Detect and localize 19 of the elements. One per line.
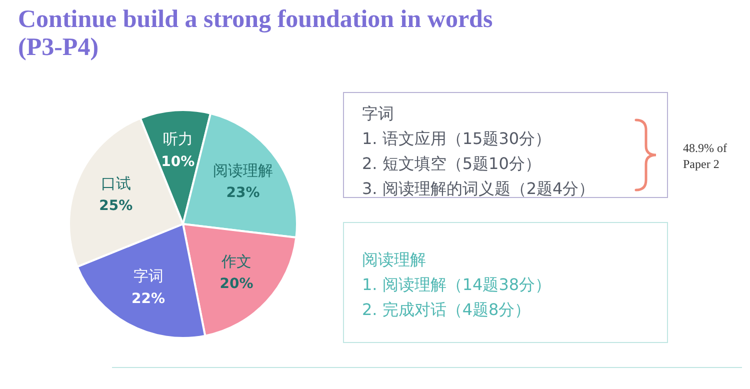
data-label: 20%: [220, 276, 254, 292]
text: 48.9% of Paper 2: [683, 140, 728, 172]
text: 2. 短文填空（5题10分）: [362, 153, 542, 175]
text: 1. 阅读理解（14题38分）: [362, 274, 552, 296]
data-label: 22%: [132, 290, 166, 307]
slice-label: 听力: [162, 130, 193, 148]
slice-label: 口试: [100, 174, 131, 192]
data-label: 10%: [161, 154, 195, 170]
slice-label: 作文: [220, 252, 252, 270]
text: 阅读理解: [362, 249, 427, 271]
text: 2. 完成对话（4题8分）: [362, 299, 532, 321]
chart-title: Continue build a strong foundation in words (P3-P4): [18, 6, 494, 62]
data-label: 23%: [226, 185, 260, 202]
slice-label: 阅读理解: [213, 161, 274, 180]
data-label: 25%: [99, 198, 133, 214]
text: 字词: [362, 103, 395, 125]
slice-label: 字词: [133, 267, 164, 286]
text: 1. 语文应用（15题30分）: [362, 128, 552, 150]
text: 3. 阅读理解的词义题（2题4分）: [362, 178, 596, 200]
